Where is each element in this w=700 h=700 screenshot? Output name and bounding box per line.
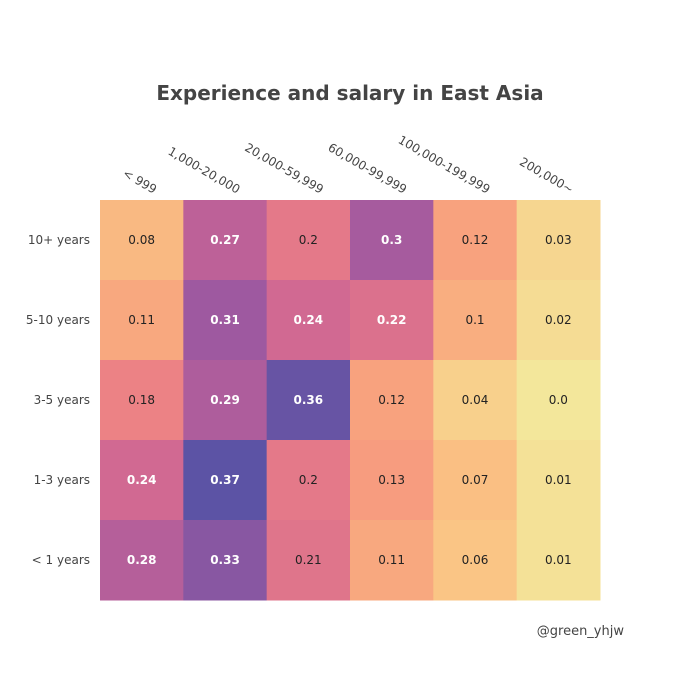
cell-value-label: 0.2 xyxy=(299,473,318,487)
heatmap-cell xyxy=(433,440,518,521)
heatmap-cell xyxy=(183,520,268,601)
cell-value-label: 0.01 xyxy=(545,553,572,567)
heatmap-cell xyxy=(433,360,518,441)
heatmap-cell xyxy=(350,280,434,361)
heatmap-cell xyxy=(266,360,351,441)
x-axis-ticks: < 999 1,000-20,000 20,000-59,999 60,000-99,… xyxy=(120,133,576,197)
cell-value-label: 0.22 xyxy=(377,313,407,327)
x-tick-label: 100,000-199,999 xyxy=(396,133,493,197)
cell-value-label: 0.24 xyxy=(127,473,157,487)
y-axis-ticks: 10+ years 5-10 years 3-5 years 1-3 years < 1… xyxy=(26,233,90,567)
heatmap-cell-labels: 0.08 0.27 0.2 0.3 0.12 0.03 0.11 0.31 0.24 0.22 0.… xyxy=(127,233,572,567)
heatmap-cell xyxy=(100,200,184,281)
heatmap-cell xyxy=(516,360,601,441)
heatmap-cell xyxy=(266,520,351,601)
y-tick-label: 10+ years xyxy=(28,233,90,247)
cell-value-label: 0.36 xyxy=(294,393,324,407)
cell-value-label: 0.33 xyxy=(210,553,240,567)
cell-value-label: 0.37 xyxy=(210,473,240,487)
cell-value-label: 0.3 xyxy=(381,233,402,247)
heatmap-cell xyxy=(266,200,351,281)
y-tick-label: < 1 years xyxy=(32,553,90,567)
y-tick-label: 5-10 years xyxy=(26,313,90,327)
cell-value-label: 0.21 xyxy=(295,553,322,567)
x-tick-label: 60,000-99,999 xyxy=(326,140,409,196)
cell-value-label: 0.1 xyxy=(465,313,484,327)
heatmap-cell xyxy=(100,520,184,601)
heatmap-cell xyxy=(266,440,351,521)
heatmap-cell xyxy=(100,360,184,441)
heatmap-cell xyxy=(183,440,268,521)
heatmap-cell xyxy=(433,520,518,601)
heatmap-cell xyxy=(266,280,351,361)
credit-annotation: @green_yhjw xyxy=(537,624,625,639)
cell-value-label: 0.27 xyxy=(210,233,240,247)
heatmap-cell xyxy=(516,280,601,361)
cell-value-label: 0.2 xyxy=(299,233,318,247)
heatmap-cells xyxy=(100,200,601,601)
cell-value-label: 0.24 xyxy=(294,313,324,327)
x-tick-label: 1,000-20,000 xyxy=(166,144,243,196)
x-tick-label: < 999 xyxy=(120,166,159,197)
cell-value-label: 0.06 xyxy=(462,553,489,567)
heatmap-cell xyxy=(350,360,434,441)
cell-value-label: 0.11 xyxy=(128,313,155,327)
heatmap-cell xyxy=(516,440,601,521)
y-tick-label: 3-5 years xyxy=(34,393,90,407)
cell-value-label: 0.31 xyxy=(210,313,240,327)
heatmap-cell xyxy=(516,520,601,601)
cell-value-label: 0.18 xyxy=(128,393,155,407)
x-tick-label: 20,000-59,999 xyxy=(242,140,325,196)
cell-value-label: 0.13 xyxy=(378,473,405,487)
heatmap-cell xyxy=(433,280,518,361)
cell-value-label: 0.29 xyxy=(210,393,240,407)
heatmap-cell xyxy=(100,280,184,361)
cell-value-label: 0.01 xyxy=(545,473,572,487)
cell-value-label: 0.28 xyxy=(127,553,157,567)
chart-title: Experience and salary in East Asia xyxy=(156,81,543,105)
cell-value-label: 0.02 xyxy=(545,313,572,327)
cell-value-label: 0.04 xyxy=(462,393,489,407)
heatmap-cell xyxy=(183,280,268,361)
heatmap-cell xyxy=(350,520,434,601)
cell-value-label: 0.08 xyxy=(128,233,155,247)
heatmap-cell xyxy=(183,360,268,441)
cell-value-label: 0.12 xyxy=(378,393,405,407)
heatmap-cell xyxy=(350,200,434,281)
x-tick-label: 200,000~ xyxy=(517,155,576,197)
cell-value-label: 0.11 xyxy=(378,553,405,567)
heatmap-cell xyxy=(433,200,518,281)
heatmap-cell xyxy=(100,440,184,521)
cell-value-label: 0.03 xyxy=(545,233,572,247)
heatmap-cell xyxy=(516,200,601,281)
cell-value-label: 0.12 xyxy=(462,233,489,247)
cell-value-label: 0.0 xyxy=(549,393,568,407)
heatmap-cell xyxy=(350,440,434,521)
heatmap-cell xyxy=(183,200,268,281)
y-tick-label: 1-3 years xyxy=(34,473,90,487)
cell-value-label: 0.07 xyxy=(462,473,489,487)
